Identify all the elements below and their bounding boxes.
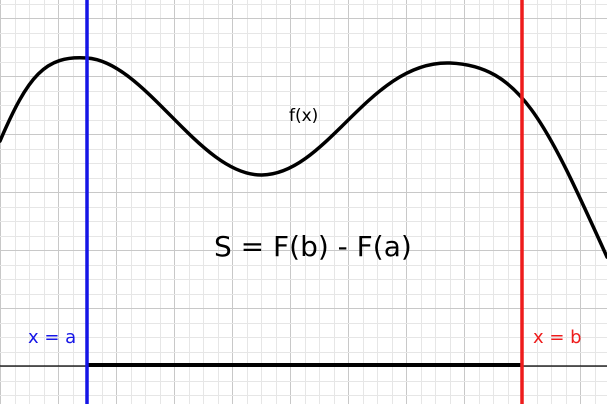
area-formula: S = F(b) - F(a) xyxy=(214,230,412,263)
right-bound-label: x = b xyxy=(533,327,582,348)
function-curve xyxy=(0,56,607,259)
curve-label: f(x) xyxy=(289,106,319,126)
left-bound-label: x = a xyxy=(28,327,77,348)
